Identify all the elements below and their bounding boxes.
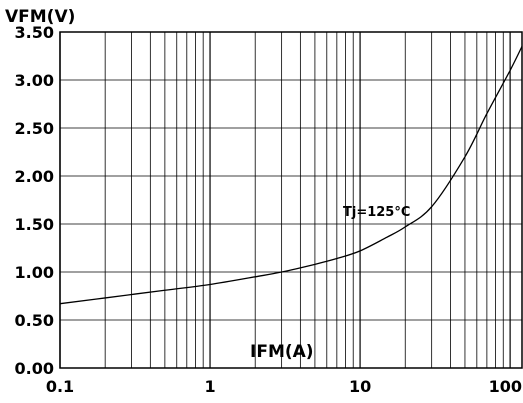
y-tick-label: 2.50	[15, 119, 54, 138]
x-tick-label: 1	[204, 377, 215, 396]
series-annotation: Tj=125°C	[343, 205, 410, 220]
grid	[59, 31, 522, 369]
y-tick-label: 3.50	[15, 23, 54, 42]
y-axis-label: VFM(V)	[5, 7, 75, 27]
plot-frame	[59, 31, 523, 369]
y-tick-label: 1.00	[15, 263, 54, 282]
series-line	[59, 46, 523, 305]
y-tick-label: 3.00	[15, 71, 54, 90]
y-tick-label: 0.50	[15, 311, 54, 330]
x-axis-label: IFM(A)	[250, 342, 314, 362]
y-tick-label: 2.00	[15, 167, 54, 186]
y-tick-label: 1.50	[15, 215, 54, 234]
x-tick-label: 0.1	[46, 377, 74, 396]
x-tick-labels: 0.1 1 10 100	[46, 377, 522, 396]
x-tick-label: 10	[349, 377, 371, 396]
series-group	[59, 46, 523, 305]
y-tick-labels: 0.00 0.50 1.00 1.50 2.00 2.50 3.00 3.50	[15, 23, 54, 378]
x-tick-label: 100	[489, 377, 522, 396]
y-tick-label: 0.00	[15, 359, 54, 378]
